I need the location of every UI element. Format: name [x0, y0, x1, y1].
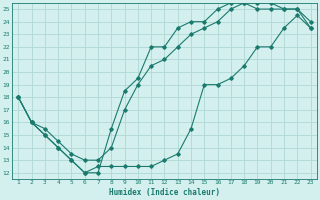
X-axis label: Humidex (Indice chaleur): Humidex (Indice chaleur) [109, 188, 220, 197]
